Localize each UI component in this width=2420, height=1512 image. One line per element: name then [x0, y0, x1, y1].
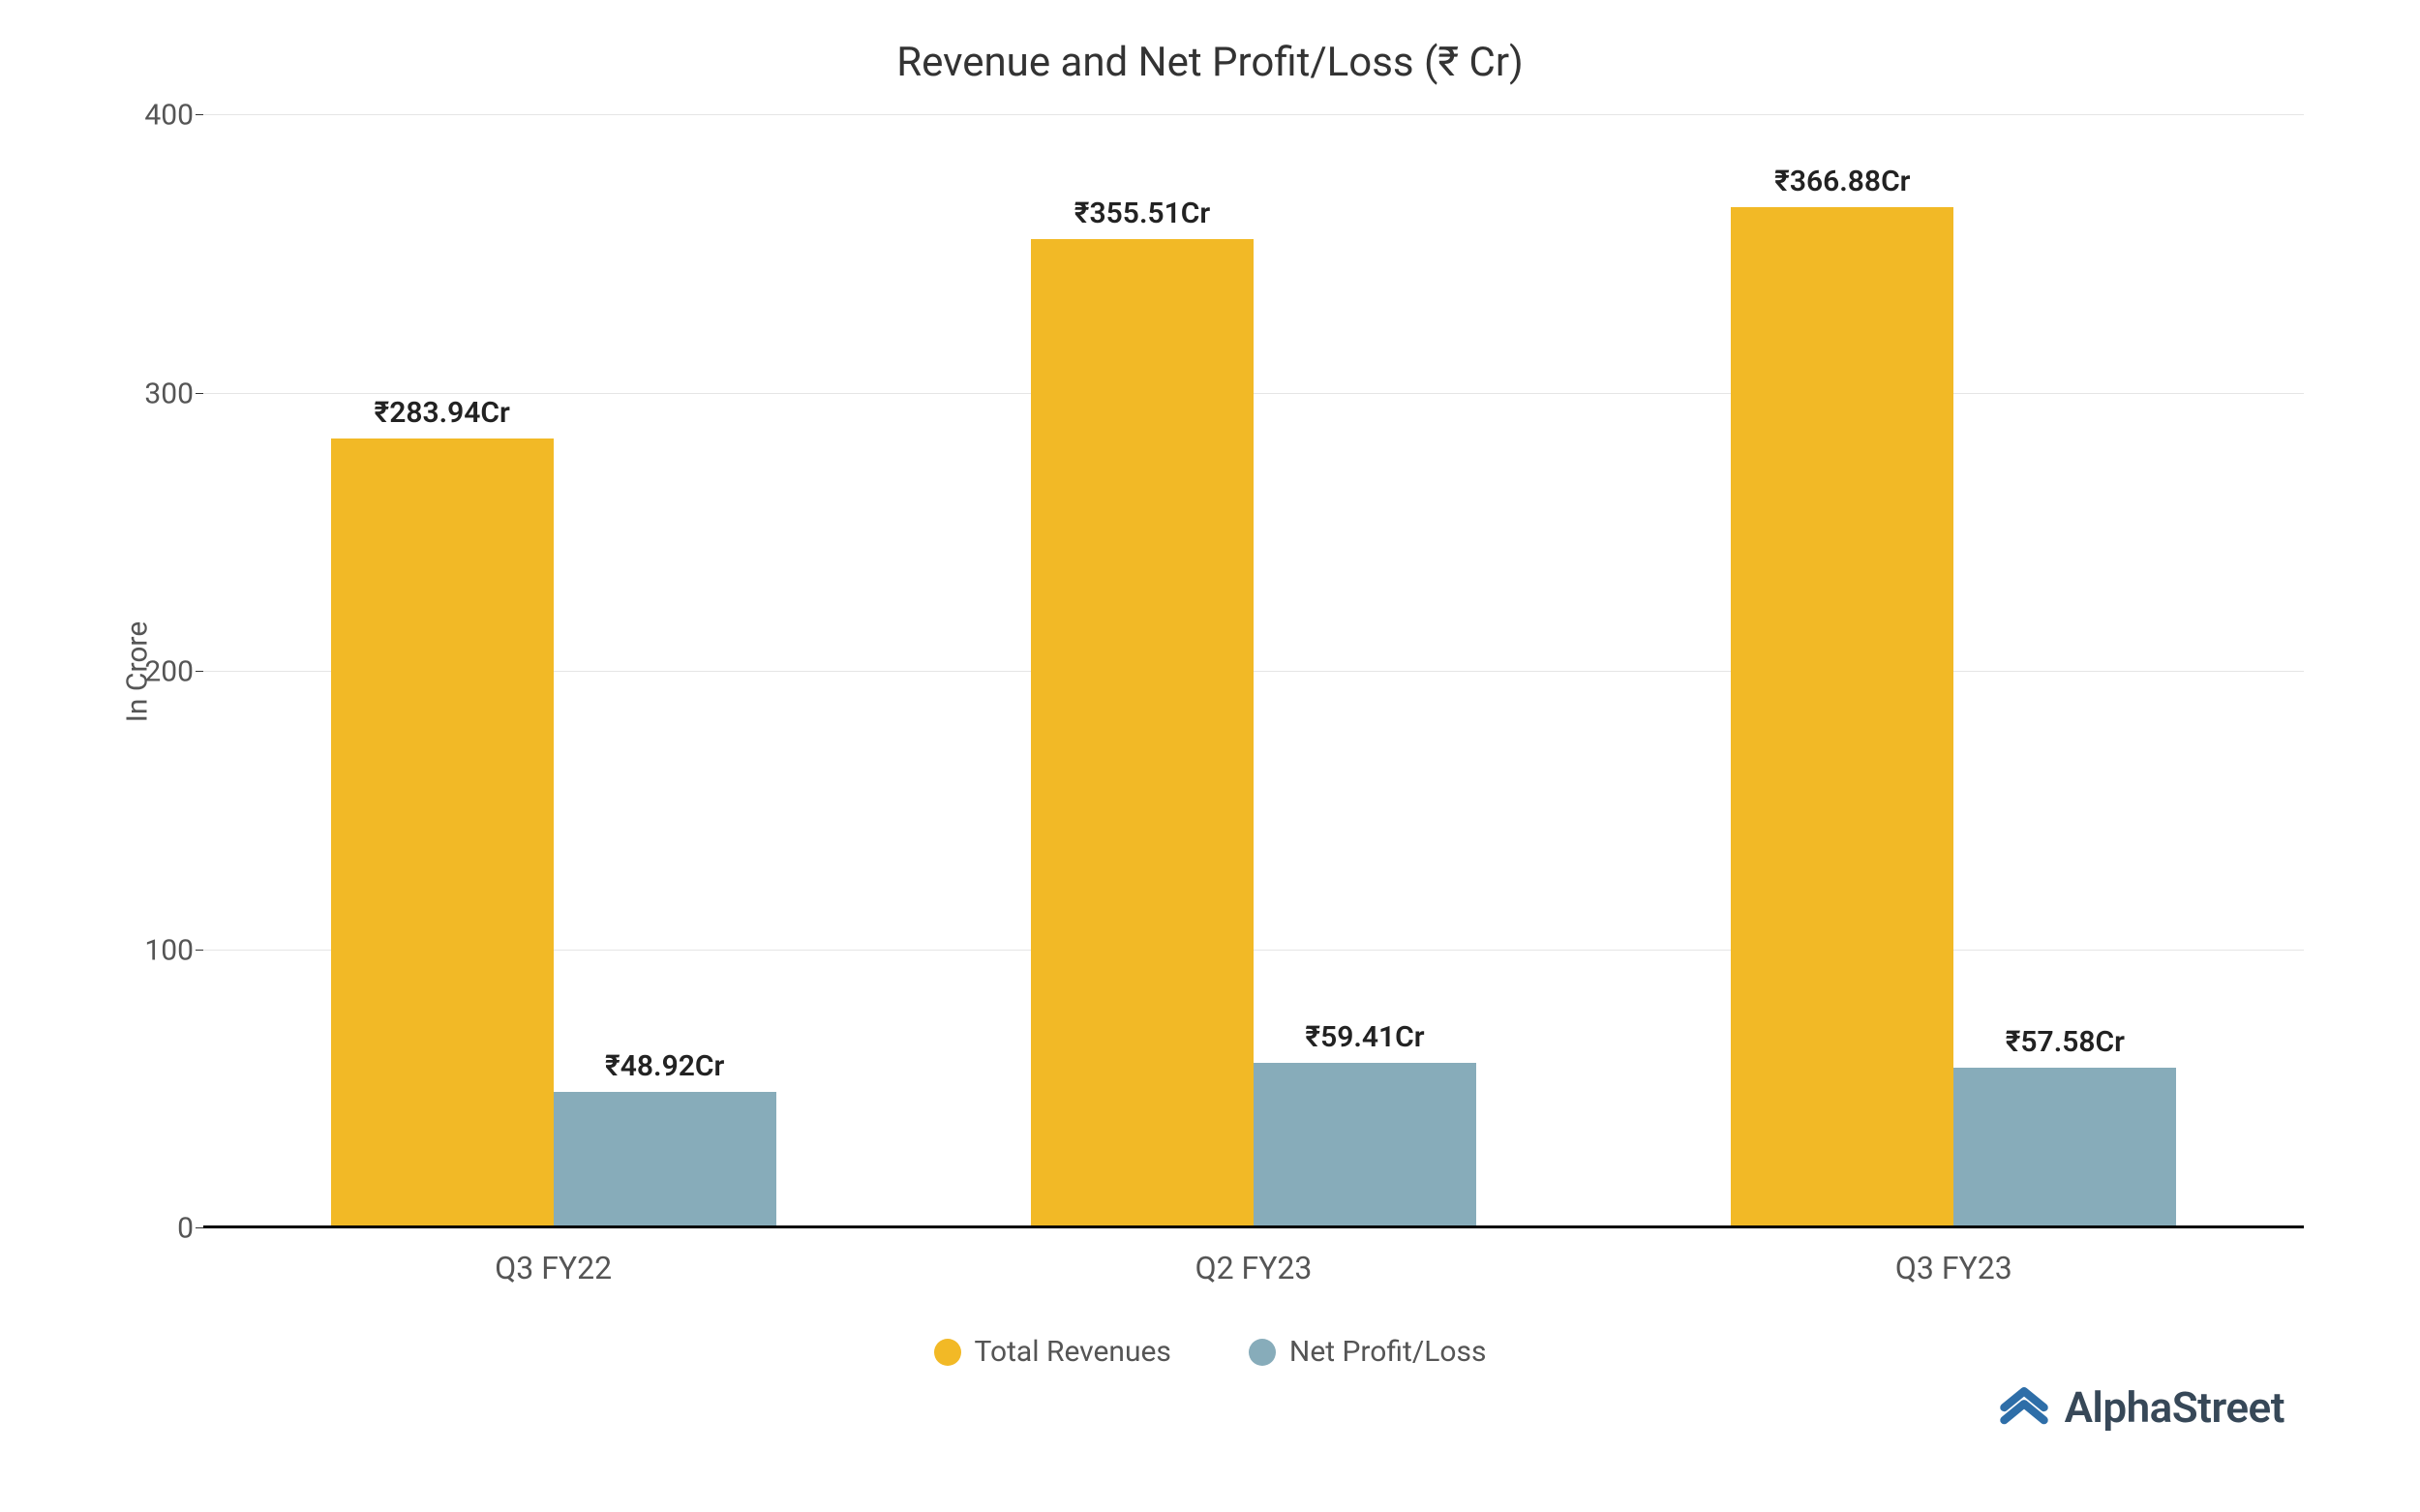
bar-value-label: ₹355.51Cr — [1074, 197, 1210, 230]
y-tick-mark — [196, 393, 203, 394]
alphastreet-icon — [1997, 1380, 2051, 1435]
legend-item-net-profit-loss: Net Profit/Loss — [1249, 1335, 1487, 1369]
brand-name: AlphaStreet — [2065, 1382, 2284, 1433]
legend-swatch — [934, 1339, 961, 1366]
legend-item-total-revenues: Total Revenues — [934, 1335, 1171, 1369]
plot-area: In Crore 0 100 200 300 400 ₹283.94Cr ₹48… — [203, 115, 2304, 1228]
chart-container: Revenue and Net Profit/Loss (₹ Cr) In Cr… — [58, 39, 2362, 1473]
y-tick-mark — [196, 114, 203, 115]
bar-value-label: ₹283.94Cr — [374, 396, 509, 430]
x-tick-label: Q3 FY22 — [495, 1250, 612, 1286]
bar-net-profit-loss: ₹57.58Cr — [1953, 1068, 2176, 1228]
y-tick-mark — [196, 671, 203, 672]
x-tick-label: Q2 FY23 — [1195, 1250, 1313, 1286]
bar-value-label: ₹59.41Cr — [1305, 1020, 1424, 1054]
y-tick-label: 0 — [126, 1212, 194, 1246]
bar-value-label: ₹366.88Cr — [1774, 165, 1910, 198]
chart-title: Revenue and Net Profit/Loss (₹ Cr) — [58, 39, 2362, 86]
bar-total-revenues: ₹283.94Cr — [331, 438, 554, 1228]
bar-net-profit-loss: ₹48.92Cr — [554, 1092, 776, 1228]
bar-net-profit-loss: ₹59.41Cr — [1254, 1063, 1476, 1228]
legend: Total Revenues Net Profit/Loss — [58, 1335, 2362, 1369]
bars-area: ₹283.94Cr ₹48.92Cr Q3 FY22 ₹355.51Cr ₹59… — [203, 115, 2304, 1228]
bar-value-label: ₹48.92Cr — [605, 1049, 724, 1083]
bar-total-revenues: ₹366.88Cr — [1731, 207, 1953, 1228]
category-group: ₹355.51Cr ₹59.41Cr Q2 FY23 — [903, 115, 1603, 1228]
bar-value-label: ₹57.58Cr — [2006, 1025, 2125, 1059]
y-tick-mark — [196, 1227, 203, 1228]
x-tick-label: Q3 FY23 — [1895, 1250, 2012, 1286]
legend-label: Total Revenues — [975, 1335, 1171, 1369]
x-axis-line — [203, 1225, 2304, 1228]
legend-label: Net Profit/Loss — [1289, 1335, 1487, 1369]
category-group: ₹283.94Cr ₹48.92Cr Q3 FY22 — [203, 115, 903, 1228]
y-tick-mark — [196, 950, 203, 951]
brand-logo: AlphaStreet — [1997, 1380, 2284, 1435]
y-tick-label: 400 — [126, 99, 194, 133]
bar-total-revenues: ₹355.51Cr — [1031, 239, 1254, 1228]
legend-swatch — [1249, 1339, 1276, 1366]
category-group: ₹366.88Cr ₹57.58Cr Q3 FY23 — [1604, 115, 2304, 1228]
y-tick-label: 300 — [126, 377, 194, 410]
y-tick-label: 200 — [126, 655, 194, 689]
y-tick-label: 100 — [126, 933, 194, 967]
